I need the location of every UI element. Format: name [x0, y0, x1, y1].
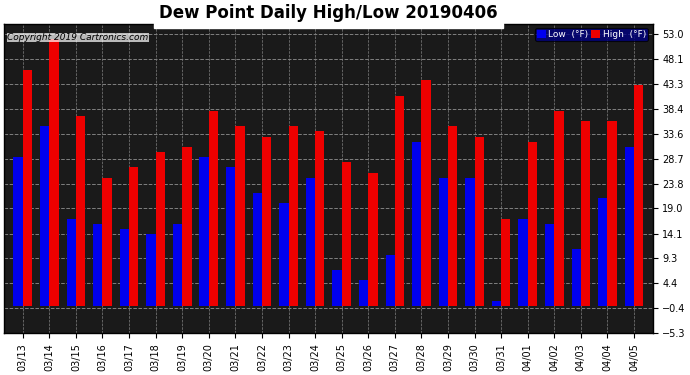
Bar [40, 126, 50, 306]
Bar [315, 132, 324, 306]
Bar [598, 198, 607, 306]
Bar [76, 116, 86, 306]
Bar [50, 39, 59, 306]
Bar [342, 162, 351, 306]
Bar [23, 70, 32, 306]
Bar [235, 126, 245, 306]
Legend: Low  (°F), High  (°F): Low (°F), High (°F) [535, 28, 648, 41]
Bar [624, 147, 634, 306]
Bar [209, 111, 218, 306]
Bar [288, 126, 298, 306]
Bar [501, 219, 511, 306]
Bar [156, 152, 165, 306]
Bar [607, 121, 617, 306]
Bar [465, 178, 475, 306]
Bar [173, 224, 182, 306]
Bar [93, 224, 103, 306]
Bar [475, 136, 484, 306]
Bar [129, 167, 139, 306]
Bar [120, 229, 129, 306]
Bar [571, 249, 581, 306]
Bar [333, 270, 342, 306]
Bar [492, 301, 501, 306]
Bar [182, 147, 192, 306]
Bar [581, 121, 590, 306]
Bar [262, 136, 271, 306]
Bar [199, 157, 209, 306]
Bar [103, 178, 112, 306]
Bar [306, 178, 315, 306]
Bar [439, 178, 448, 306]
Bar [14, 157, 23, 306]
Title: Dew Point Daily High/Low 20190406: Dew Point Daily High/Low 20190406 [159, 4, 497, 22]
Bar [146, 234, 156, 306]
Bar [448, 126, 457, 306]
Bar [422, 80, 431, 306]
Text: Copyright 2019 Cartronics.com: Copyright 2019 Cartronics.com [8, 33, 148, 42]
Bar [528, 142, 537, 306]
Bar [545, 224, 554, 306]
Bar [518, 219, 528, 306]
Bar [386, 255, 395, 306]
Bar [395, 96, 404, 306]
Bar [412, 142, 422, 306]
Bar [359, 280, 368, 306]
Bar [279, 203, 288, 306]
Bar [634, 85, 643, 306]
Bar [67, 219, 76, 306]
Bar [368, 172, 377, 306]
Bar [226, 167, 235, 306]
Bar [253, 193, 262, 306]
Bar [554, 111, 564, 306]
